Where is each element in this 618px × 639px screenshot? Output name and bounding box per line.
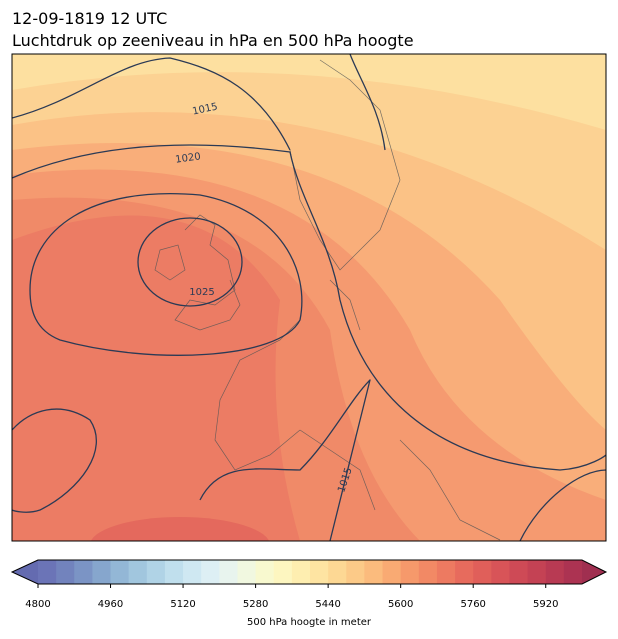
colorbar-segment (436, 560, 456, 584)
colorbar-frame (10, 559, 608, 585)
tick-label: 5760 (460, 599, 485, 610)
tick-label: 4800 (25, 599, 50, 610)
contour (519, 469, 606, 541)
contour-label: 1015 (192, 101, 219, 117)
contour (12, 408, 97, 513)
colorbar-extend (12, 560, 38, 584)
colorbar-segment (400, 560, 420, 584)
colorbar-segment (183, 560, 202, 584)
colorbar-extend (582, 560, 606, 584)
colorbar-segment (38, 560, 57, 584)
colorbar-segment (455, 560, 474, 584)
contour (12, 54, 386, 151)
tick-label: 4960 (98, 599, 123, 610)
colorbar-segment (110, 560, 130, 584)
coastline (154, 214, 241, 331)
colorbar-segment (92, 560, 112, 584)
colorbar-segment (201, 560, 220, 584)
colorbar-segment (473, 560, 492, 584)
colorbar-segment (310, 560, 329, 584)
colorbar-segment (418, 560, 438, 584)
colorbar-label: 500 hPa hoogte in meter (247, 617, 372, 628)
contour (12, 144, 606, 471)
colorbar-segment (56, 560, 75, 584)
contour-label: 1020 (175, 151, 202, 165)
contour (29, 193, 303, 356)
colorbar-segment (364, 560, 384, 584)
colorbar-segment (128, 560, 148, 584)
map: 1015 1020 1025 1015 (12, 54, 606, 541)
contour-label: 1025 (189, 287, 214, 298)
contour (137, 217, 243, 307)
colorbar-segment (219, 560, 238, 584)
colorbar: 4800 4960 5120 5280 5440 5600 5760 5920 (10, 559, 608, 610)
colorbar-segment (382, 560, 402, 584)
tick-label: 5440 (315, 599, 340, 610)
colorbar-segment (545, 560, 565, 584)
tick-label: 5280 (243, 599, 268, 610)
coastline (214, 59, 501, 541)
colorbar-segment (509, 560, 529, 584)
colorbar-segment (291, 560, 311, 584)
colorbar-segment (273, 560, 293, 584)
colorbar-segment (74, 560, 93, 584)
colorbar-segment (346, 560, 365, 584)
colorbar-segment (164, 560, 184, 584)
colorbar-segment (237, 560, 257, 584)
colorbar-segment (491, 560, 510, 584)
colorbar-segment (563, 560, 583, 584)
title-line: 12-09-1819 12 UTC (12, 9, 167, 28)
tick-label: 5920 (533, 599, 558, 610)
tick-label: 5600 (388, 599, 413, 610)
map-frame (11, 53, 607, 542)
map-fill (90, 517, 270, 541)
contour (199, 377, 372, 541)
colorbar-segment (527, 560, 547, 584)
title-line: Luchtdruk op zeeniveau in hPa en 500 hPa… (12, 31, 414, 50)
tick-label: 5120 (170, 599, 195, 610)
colorbar-segment (255, 560, 275, 584)
colorbar-segment (146, 560, 166, 584)
colorbar-segment (328, 560, 347, 584)
